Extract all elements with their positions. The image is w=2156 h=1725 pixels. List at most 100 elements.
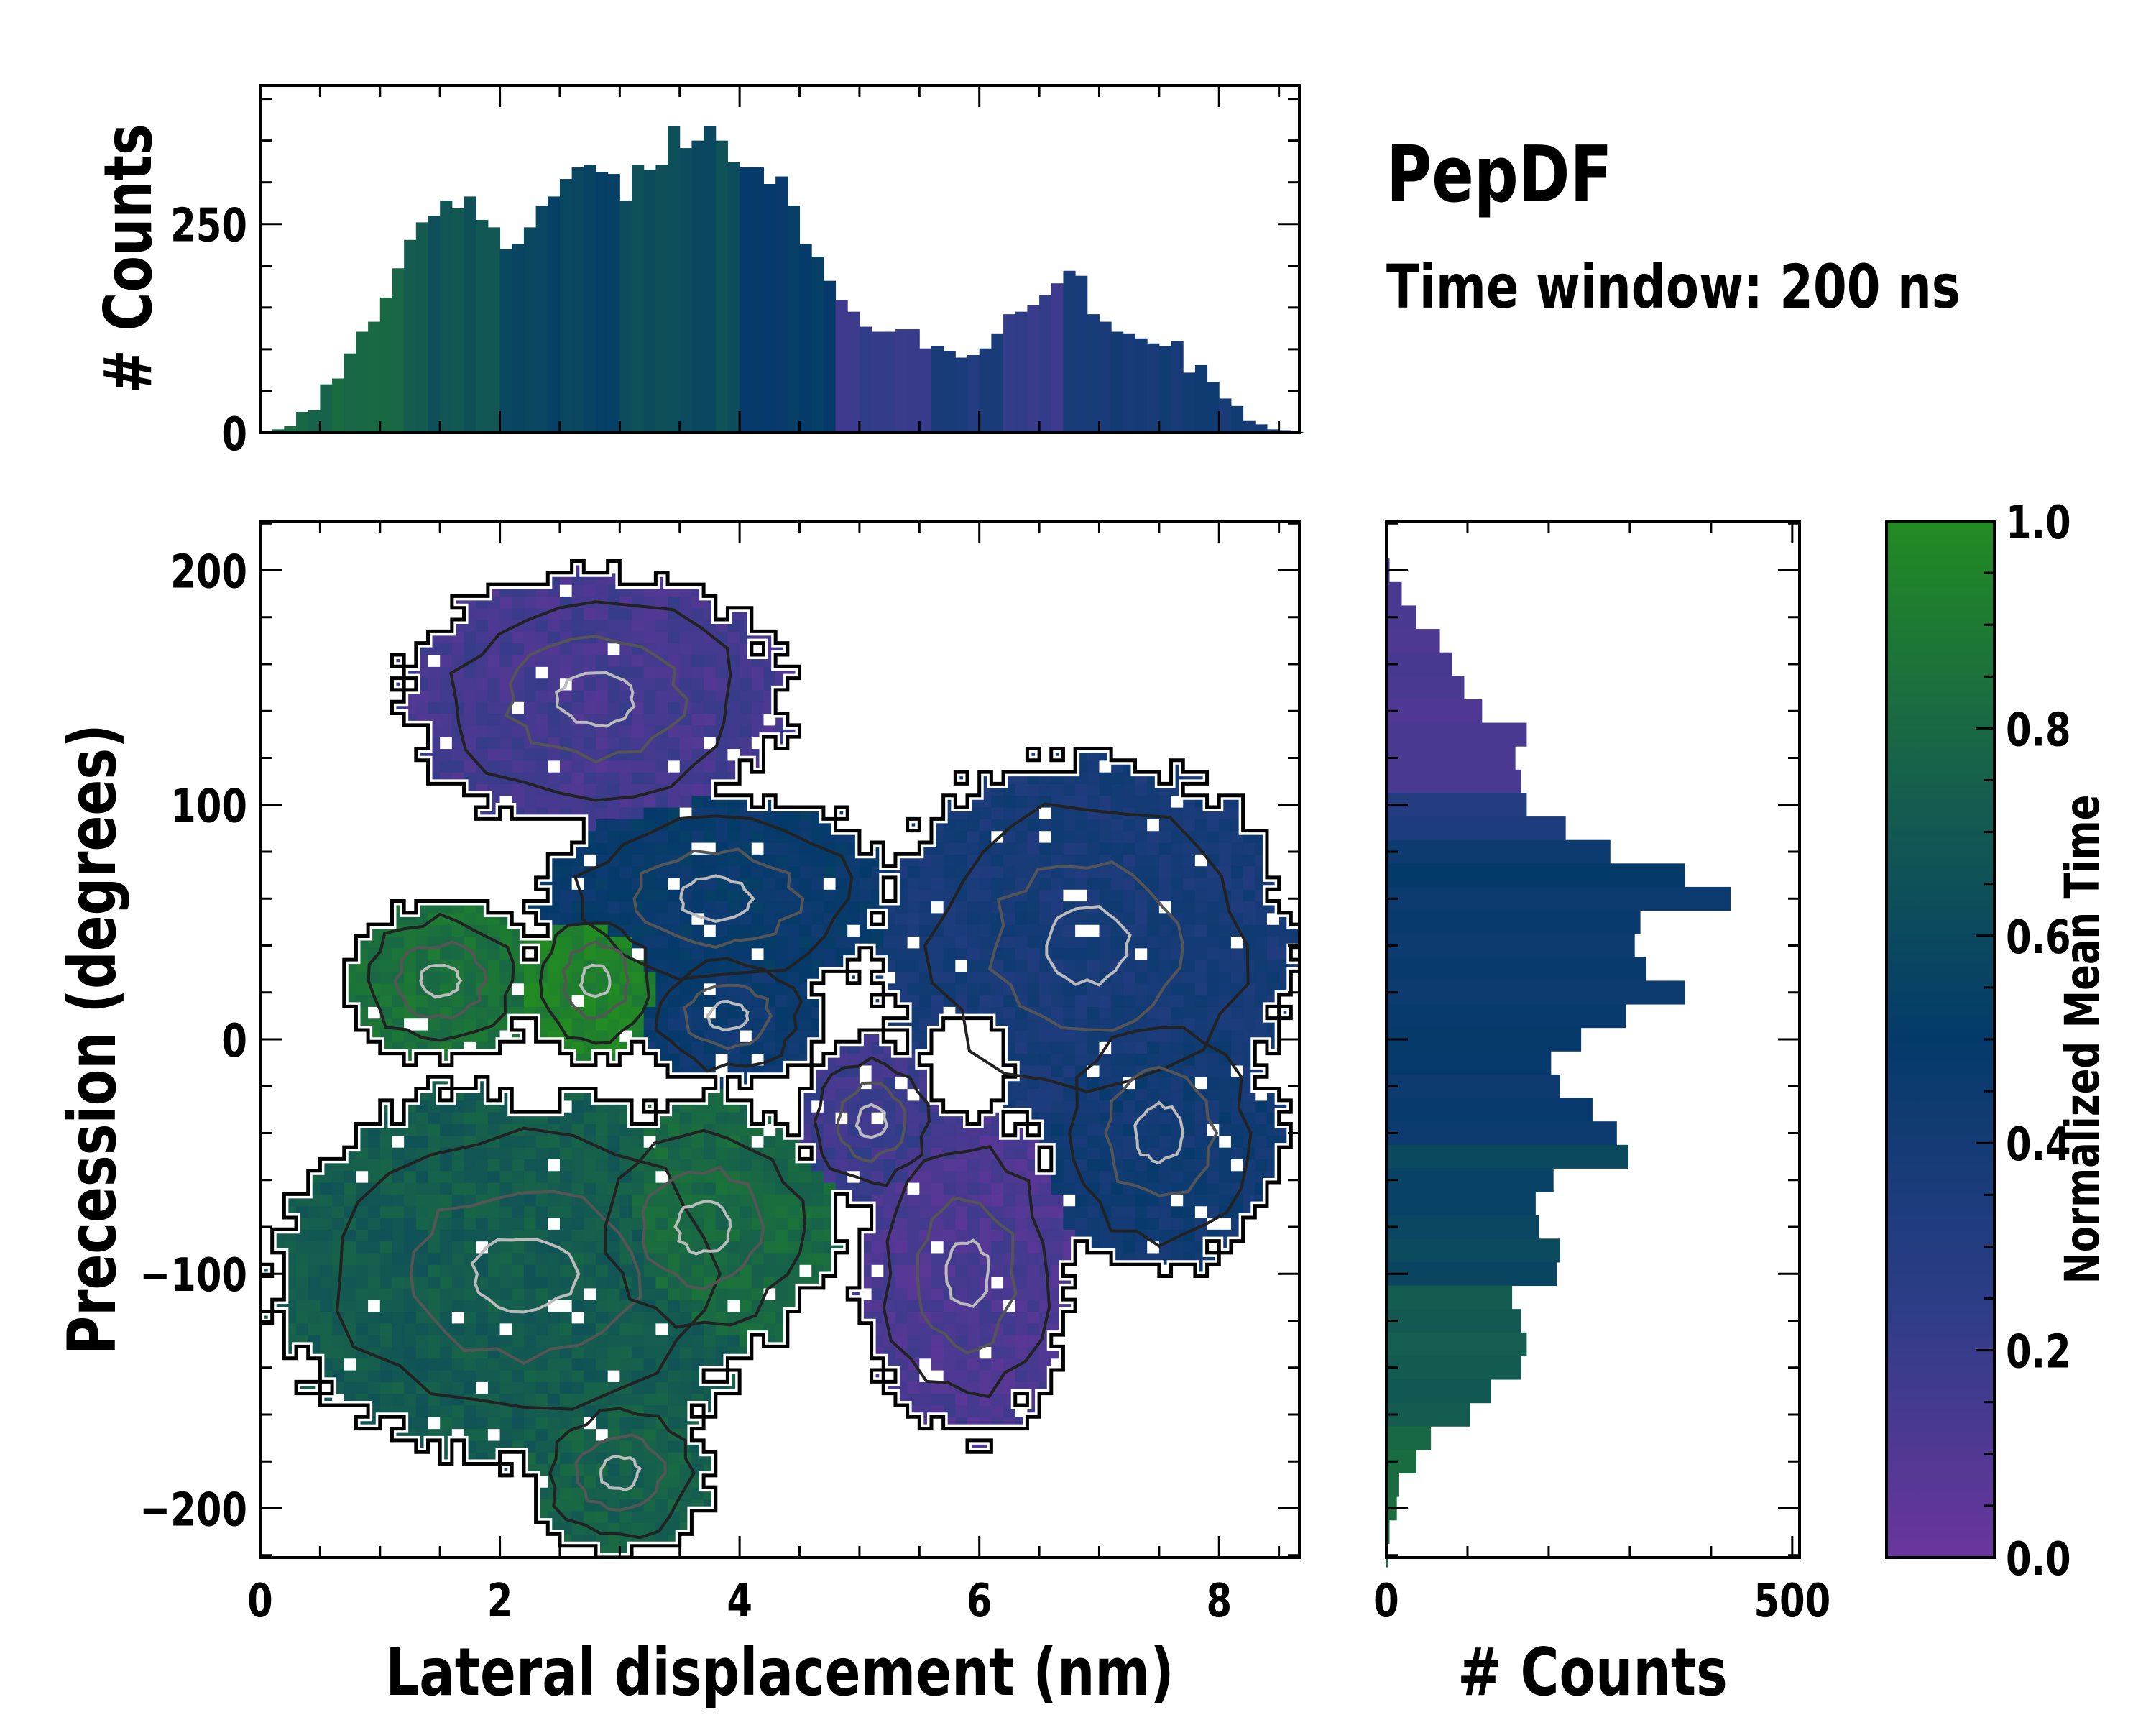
- heatmap-cell: [1027, 819, 1040, 832]
- heatmap-cell: [512, 1147, 525, 1159]
- heatmap-cell: [668, 947, 681, 960]
- colorbar-tick-label: 1.0: [2006, 495, 2071, 549]
- heatmap-cell: [1027, 842, 1040, 855]
- heatmap-cell: [1135, 924, 1148, 937]
- heatmap-cell: [487, 1264, 501, 1277]
- histogram-bar: [1099, 321, 1112, 433]
- heatmap-cell: [1015, 960, 1028, 972]
- heatmap-cell: [308, 1229, 321, 1242]
- heatmap-cell: [535, 678, 548, 691]
- heatmap-cell: [523, 1135, 537, 1148]
- heatmap-cell: [584, 1463, 596, 1476]
- heatmap-cell: [931, 960, 944, 972]
- heatmap-cell: [464, 1417, 476, 1430]
- heatmap-cell: [1219, 1100, 1232, 1113]
- heatmap-cell: [415, 1182, 429, 1195]
- heatmap-cell: [955, 1170, 968, 1183]
- heatmap-cell: [619, 607, 632, 620]
- heatmap-cell: [643, 936, 656, 949]
- heatmap-cell: [1063, 1053, 1076, 1066]
- heatmap-cell: [548, 1311, 561, 1324]
- heatmap-cell: [643, 702, 656, 714]
- heatmap-cell: [632, 772, 645, 784]
- heatmap-cell: [1075, 783, 1088, 796]
- heatmap-cell: [979, 1370, 992, 1382]
- heatmap-cell: [1075, 1135, 1088, 1148]
- heatmap-cell: [512, 702, 525, 714]
- heatmap-cell: [571, 995, 584, 1007]
- heatmap-cell: [632, 631, 645, 644]
- heatmap-cell: [548, 1205, 561, 1218]
- heatmap-cell: [1087, 1029, 1100, 1042]
- heatmap-cell: [1123, 795, 1136, 808]
- heatmap-cell: [955, 854, 968, 867]
- heatmap-cell: [451, 1135, 465, 1148]
- heatmap-cell: [943, 1370, 956, 1382]
- heatmap-cell: [1027, 854, 1040, 867]
- heatmap-cell: [392, 936, 405, 949]
- heatmap-cell: [715, 748, 729, 761]
- heatmap-cell: [1183, 1205, 1196, 1218]
- heatmap-cell: [643, 1522, 656, 1535]
- heatmap-cell: [1039, 854, 1052, 867]
- heatmap-cell: [751, 912, 765, 925]
- heatmap-cell: [943, 924, 956, 937]
- heatmap-cell: [740, 1300, 752, 1312]
- heatmap-cell: [476, 1417, 489, 1430]
- heatmap-cell: [476, 678, 489, 691]
- heatmap-cell: [871, 1264, 884, 1277]
- histogram-bar: [1386, 676, 1465, 700]
- heatmap-cell: [607, 643, 620, 656]
- heatmap-cell: [1027, 889, 1040, 902]
- heatmap-cell: [512, 1335, 525, 1347]
- heatmap-cell: [559, 1404, 573, 1417]
- heatmap-cell: [751, 865, 765, 878]
- heatmap-cell: [859, 865, 872, 878]
- heatmap-cell: [428, 689, 441, 702]
- heatmap-cell: [1158, 889, 1172, 902]
- heatmap-cell: [1015, 1041, 1028, 1054]
- heatmap-cell: [559, 1440, 573, 1453]
- heatmap-cell: [584, 1018, 596, 1031]
- heatmap-cell: [1003, 1264, 1016, 1277]
- heatmap-cell: [1255, 1100, 1268, 1113]
- heatmap-cell: [715, 1322, 729, 1335]
- heatmap-cell: [356, 1335, 369, 1347]
- heatmap-cell: [415, 1159, 429, 1172]
- heatmap-cell: [476, 1112, 489, 1125]
- heatmap-cell: [1158, 1088, 1172, 1101]
- heatmap-cell: [1111, 877, 1124, 890]
- heatmap-cell: [1194, 865, 1208, 878]
- heatmap-cell: [632, 971, 645, 984]
- heatmap-cell: [691, 1018, 704, 1031]
- heatmap-cell: [835, 1147, 848, 1159]
- heatmap-cell: [727, 737, 740, 750]
- heatmap-cell: [1015, 1346, 1028, 1359]
- heatmap-cell: [440, 1417, 453, 1430]
- heatmap-cell: [512, 1393, 525, 1406]
- heatmap-cell: [1039, 1100, 1052, 1113]
- heatmap-cell: [559, 877, 573, 890]
- heatmap-cell: [584, 689, 596, 702]
- heatmap-cell: [1207, 1053, 1220, 1066]
- heatmap-cell: [679, 1335, 693, 1347]
- heatmap-cell: [619, 1322, 632, 1335]
- colorbar-tick-label: 0.8: [2006, 703, 2071, 757]
- heatmap-cell: [356, 1170, 369, 1183]
- heatmap-cell: [691, 678, 704, 691]
- heatmap-cell: [1111, 889, 1124, 902]
- heatmap-cell: [379, 960, 393, 972]
- heatmap-cell: [428, 702, 441, 714]
- heatmap-cell: [535, 1276, 548, 1289]
- heatmap-cell: [763, 1264, 776, 1277]
- heatmap-cell: [751, 947, 765, 960]
- heatmap-cell: [440, 1404, 453, 1417]
- heatmap-cell: [655, 678, 668, 691]
- heatmap-cell: [415, 936, 429, 949]
- histogram-bar: [1386, 1051, 1552, 1075]
- heatmap-cell: [451, 654, 465, 667]
- heatmap-cell: [740, 1205, 752, 1218]
- heatmap-cell: [811, 1217, 824, 1230]
- heatmap-cell: [1099, 1088, 1112, 1101]
